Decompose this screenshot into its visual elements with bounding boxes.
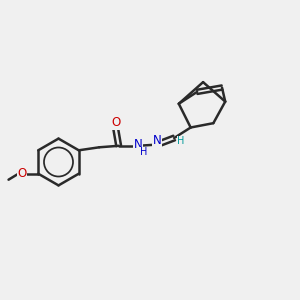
Text: N: N — [152, 134, 161, 148]
Text: O: O — [111, 116, 121, 129]
Text: N: N — [134, 138, 142, 151]
Text: O: O — [17, 167, 27, 180]
Text: H: H — [140, 147, 147, 158]
Text: H: H — [177, 136, 184, 146]
